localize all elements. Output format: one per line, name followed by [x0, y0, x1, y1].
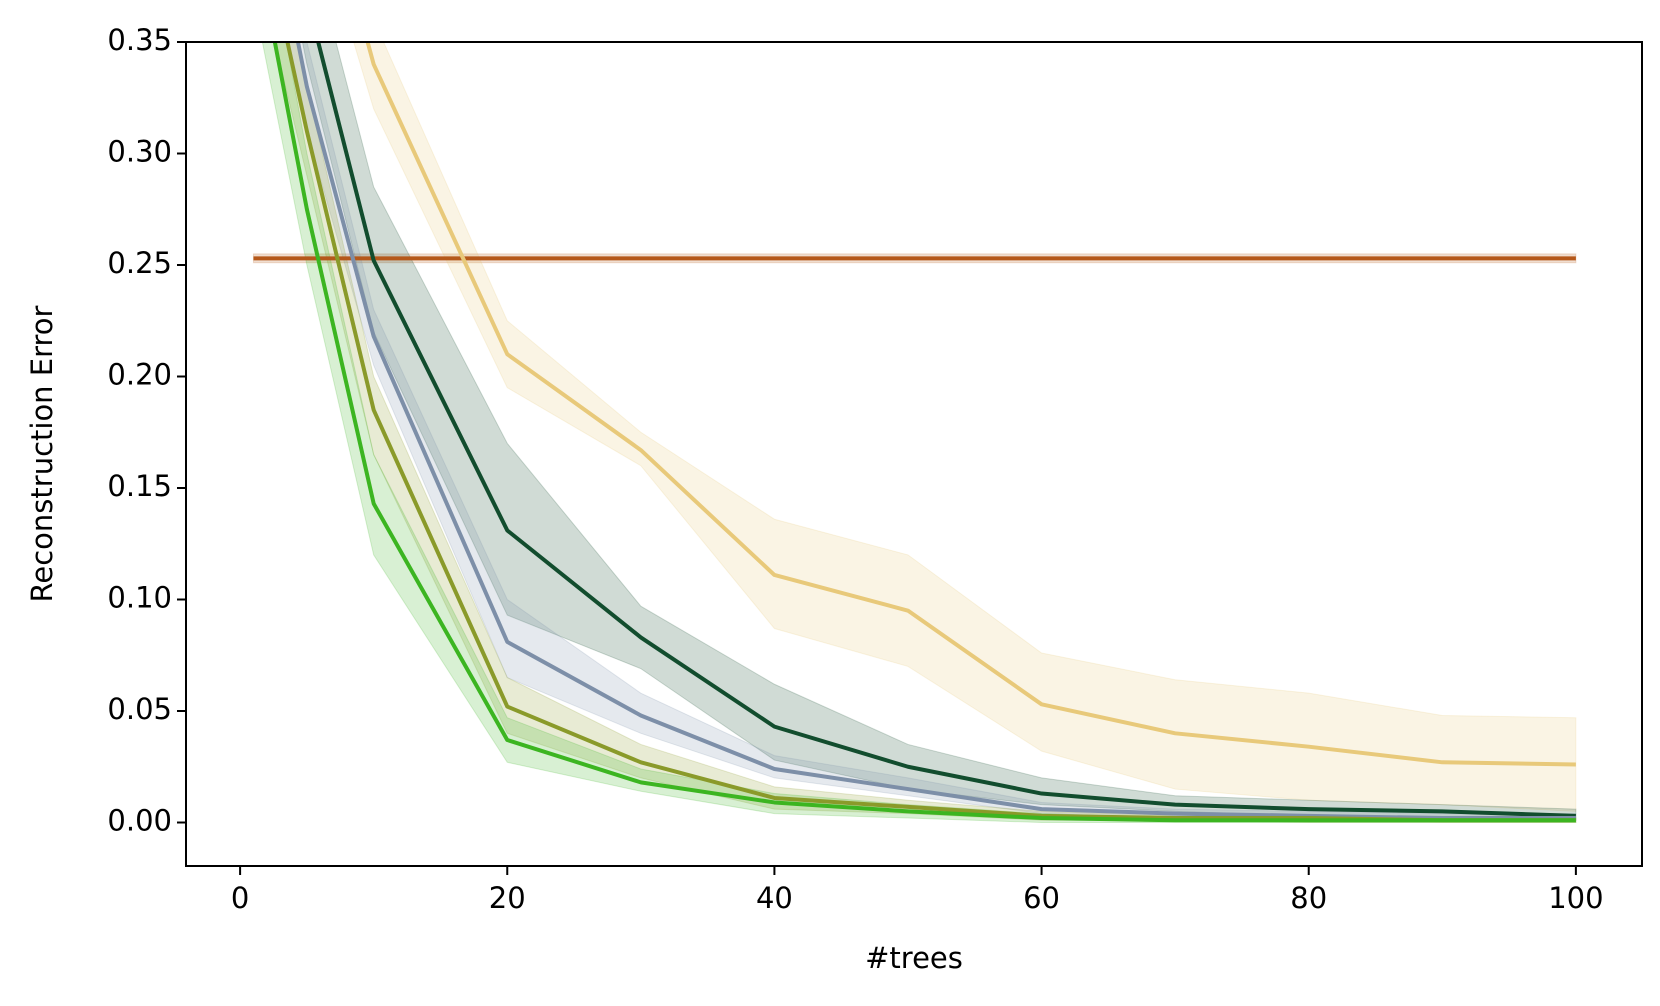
y-tick-label: 0.20	[107, 358, 172, 392]
error-band	[301, 42, 1577, 821]
error-band	[274, 42, 1577, 824]
x-tick-label: 100	[1548, 881, 1603, 915]
y-tick-label: 0.10	[107, 581, 172, 615]
x-tick-label: 0	[231, 881, 249, 915]
x-tick-label: 80	[1290, 881, 1327, 915]
series-line	[365, 42, 1576, 767]
x-axis-label: #trees	[865, 941, 963, 975]
x-tick-label: 60	[1023, 881, 1060, 915]
series-line	[316, 42, 1576, 818]
error-band	[261, 42, 1577, 824]
y-axis-label: Reconstruction Error	[25, 305, 59, 602]
x-tick-label: 40	[756, 881, 793, 915]
x-tick-label: 20	[489, 881, 526, 915]
y-tick-label: 0.25	[107, 246, 172, 280]
series-line	[272, 42, 1576, 823]
y-tick-label: 0.15	[107, 469, 172, 503]
y-tick-label: 0.30	[107, 135, 172, 169]
y-tick-label: 0.05	[107, 692, 172, 726]
series-line	[295, 42, 1576, 821]
error-band	[353, 42, 1577, 812]
y-tick-label: 0.35	[107, 23, 172, 57]
plot-area	[252, 42, 1577, 824]
axes-frame	[185, 41, 1643, 867]
y-tick-label: 0.00	[107, 804, 172, 838]
